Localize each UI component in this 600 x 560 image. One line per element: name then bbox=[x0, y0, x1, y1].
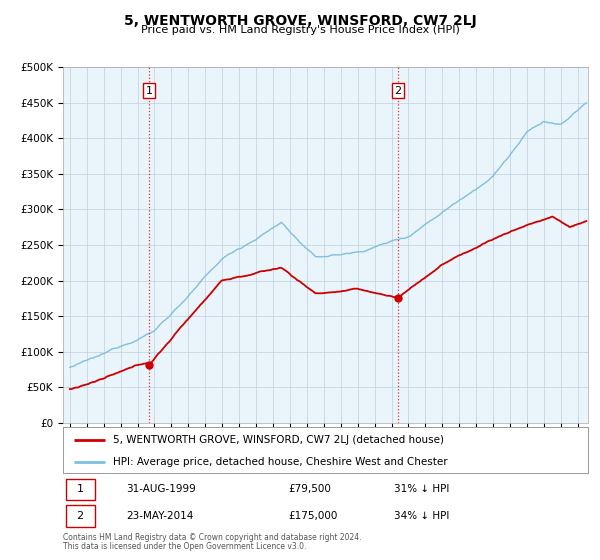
Bar bbox=[65, 505, 95, 526]
Text: £79,500: £79,500 bbox=[289, 484, 332, 494]
Text: This data is licensed under the Open Government Licence v3.0.: This data is licensed under the Open Gov… bbox=[63, 542, 307, 550]
Text: 31-AUG-1999: 31-AUG-1999 bbox=[126, 484, 196, 494]
Text: 2: 2 bbox=[77, 511, 83, 521]
Text: Contains HM Land Registry data © Crown copyright and database right 2024.: Contains HM Land Registry data © Crown c… bbox=[63, 533, 361, 542]
Text: 5, WENTWORTH GROVE, WINSFORD, CW7 2LJ (detached house): 5, WENTWORTH GROVE, WINSFORD, CW7 2LJ (d… bbox=[113, 435, 444, 445]
Text: HPI: Average price, detached house, Cheshire West and Chester: HPI: Average price, detached house, Ches… bbox=[113, 457, 448, 466]
Text: 23-MAY-2014: 23-MAY-2014 bbox=[126, 511, 193, 521]
Text: 34% ↓ HPI: 34% ↓ HPI bbox=[394, 511, 449, 521]
Text: 2: 2 bbox=[395, 86, 402, 96]
Text: 1: 1 bbox=[77, 484, 83, 494]
Bar bbox=[65, 479, 95, 500]
Text: £175,000: £175,000 bbox=[289, 511, 338, 521]
Text: 5, WENTWORTH GROVE, WINSFORD, CW7 2LJ: 5, WENTWORTH GROVE, WINSFORD, CW7 2LJ bbox=[124, 14, 476, 28]
Text: 31% ↓ HPI: 31% ↓ HPI bbox=[394, 484, 449, 494]
Text: 1: 1 bbox=[145, 86, 152, 96]
Text: Price paid vs. HM Land Registry's House Price Index (HPI): Price paid vs. HM Land Registry's House … bbox=[140, 25, 460, 35]
